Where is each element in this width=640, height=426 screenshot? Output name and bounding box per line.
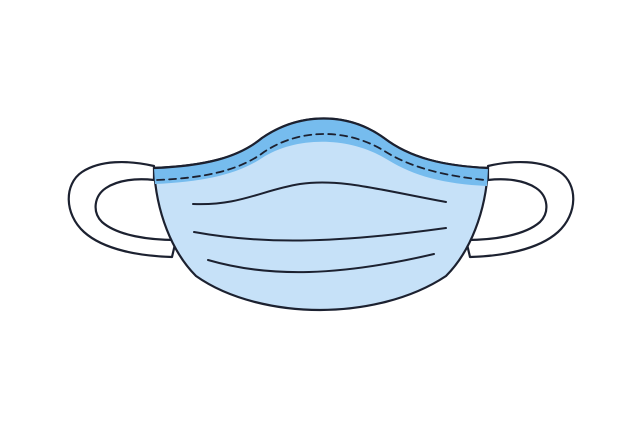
mask-top-outline bbox=[152, 117, 490, 170]
pleat-line-2 bbox=[193, 227, 447, 242]
pleat-line-1 bbox=[192, 181, 447, 206]
pleat-line-3 bbox=[207, 253, 435, 274]
right-ear-loop bbox=[464, 160, 575, 259]
nose-band bbox=[154, 118, 488, 186]
mask-body bbox=[152, 117, 490, 312]
left-ear-loop bbox=[67, 160, 178, 259]
stitch-line bbox=[156, 133, 486, 181]
